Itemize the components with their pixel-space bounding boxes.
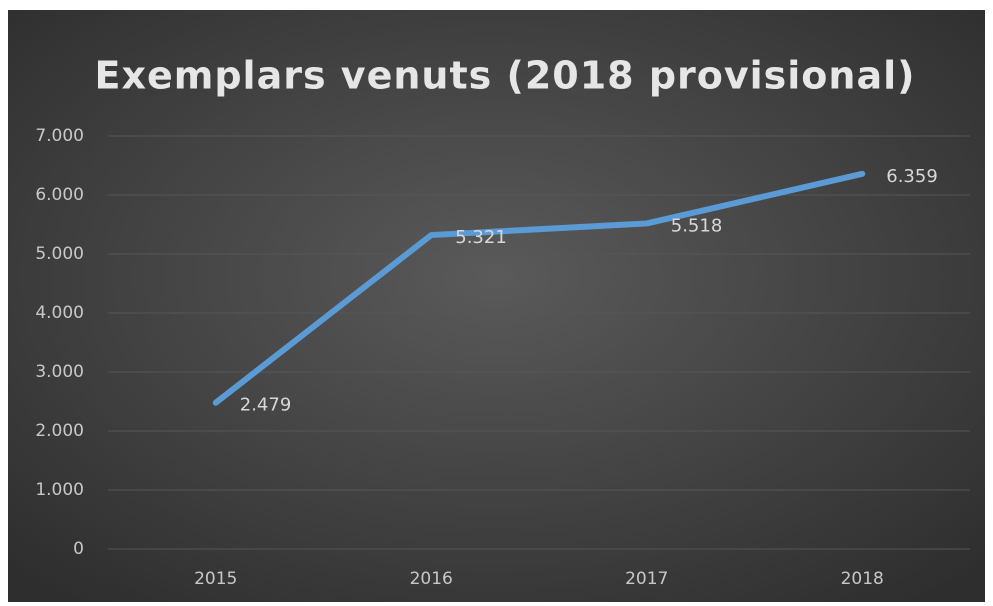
y-tick-label: 1.000	[35, 480, 84, 500]
data-label: 2.479	[240, 395, 292, 416]
x-tick-label: 2015	[194, 569, 237, 589]
chart-background	[8, 10, 985, 602]
y-tick-label: 7.000	[35, 126, 84, 146]
chart-title: Exemplars venuts (2018 provisional)	[95, 54, 916, 98]
x-tick-label: 2016	[410, 569, 453, 589]
line	[212, 170, 866, 406]
y-tick-label: 4.000	[35, 303, 84, 323]
data-label: 5.518	[671, 215, 723, 236]
x-tick-label: 2018	[841, 569, 884, 589]
x-tick-label: 2017	[625, 569, 668, 589]
y-tick-label: 6.000	[35, 185, 84, 205]
y-tick-label: 2.000	[35, 421, 84, 441]
y-tick-label: 0	[73, 539, 84, 559]
y-tick-label: 5.000	[35, 244, 84, 264]
data-label: 5.321	[455, 227, 507, 248]
data-label: 6.359	[886, 166, 938, 187]
y-tick-label: 3.000	[35, 362, 84, 382]
